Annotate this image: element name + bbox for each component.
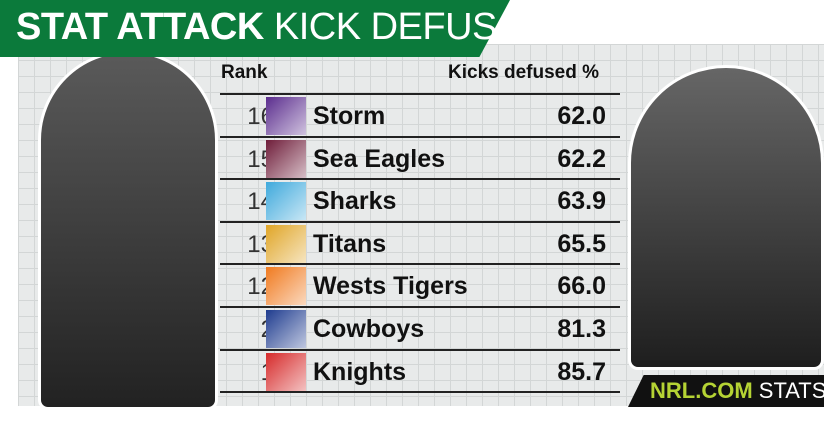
team-name: Sea Eagles [313,144,446,173]
value-cell: 62.2 [557,144,606,173]
value-cell: 63.9 [557,187,606,216]
table-row: 12 Wests Tigers 66.0 [220,263,620,306]
table-row: 15 Sea Eagles 62.2 [220,135,620,178]
brand-light: STATS [758,378,827,403]
team-logo-icon [266,182,306,221]
table-bottom-rule [220,391,620,394]
team-name: Wests Tigers [313,272,468,301]
table-row: 2 Cowboys 81.3 [220,306,620,348]
team-name: Cowboys [313,315,425,343]
value-cell: 66.0 [557,272,606,301]
team-logo-icon [266,139,306,178]
rank-header: Rank [221,62,268,83]
team-logo-icon [266,310,306,348]
value-cell: 65.5 [557,229,606,258]
nrl-stats-logo: NRL.COM STATS [628,375,824,407]
value-cell: 85.7 [557,357,606,386]
team-logo-icon [266,97,306,135]
title-banner [0,0,510,57]
player-photo-left [38,50,218,410]
page-title: STAT ATTACK KICK DEFUSALS [16,6,568,49]
title-bold: STAT ATTACK [16,6,264,48]
value-cell: 62.0 [557,102,606,130]
team-logo-icon [266,267,306,306]
team-logo-icon [266,224,306,263]
title-light: KICK DEFUSALS [273,6,568,48]
team-name: Sharks [313,187,397,216]
table-row: 16 Storm 62.0 [220,93,620,135]
team-name: Storm [313,102,386,130]
table-row: 1 Knights 85.7 [220,348,620,391]
team-name: Knights [313,357,407,386]
brand-bold: NRL.COM [650,378,753,403]
player-photo-right [628,65,824,370]
team-logo-icon [266,352,306,391]
value-cell: 81.3 [557,315,606,343]
table-row: 13 Titans 65.5 [220,220,620,263]
team-name: Titans [313,229,387,258]
value-header: Kicks defused % [448,62,599,83]
table-row: 14 Sharks 63.9 [220,178,620,221]
